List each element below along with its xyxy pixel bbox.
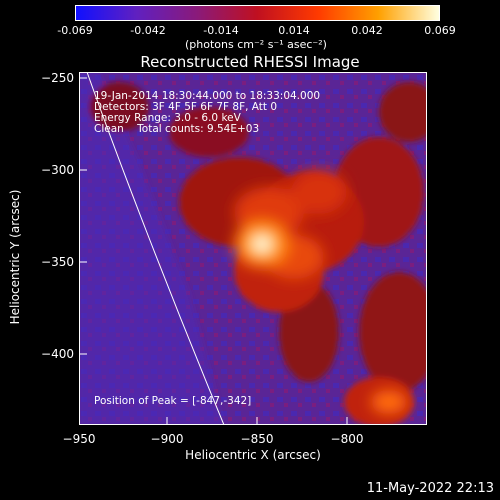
x-tick-label: −850: [240, 432, 274, 446]
y-tick-label: −300: [41, 163, 74, 177]
colorbar-tick: 0.014: [278, 24, 310, 37]
y-tick-label: −350: [41, 255, 74, 269]
axis-ticks: [79, 77, 348, 425]
colorbar-tick: 0.042: [351, 24, 383, 37]
plot-frame: [79, 72, 427, 425]
x-tick-label: −800: [330, 432, 364, 446]
footer-date: 11-May-2022 22:13: [366, 481, 494, 496]
colorbar: [75, 5, 440, 21]
colorbar-tick: -0.014: [203, 24, 239, 37]
y-tick-label: −250: [41, 71, 74, 85]
x-tick-label: −950: [62, 432, 96, 446]
info-clean: Clean Total counts: 9.54E+03: [94, 123, 260, 135]
x-tick-label: −900: [150, 432, 184, 446]
info-time-range: 19-Jan-2014 18:30:44.000 to 18:33:04.000: [94, 90, 321, 102]
y-tick-label: −400: [41, 347, 74, 361]
colorbar-tick: -0.069: [57, 24, 93, 37]
colorbar-tick: -0.042: [130, 24, 166, 37]
info-detectors: Detectors: 3F 4F 5F 6F 7F 8F, Att 0: [94, 101, 278, 113]
x-axis-label: Heliocentric X (arcsec): [185, 448, 321, 462]
info-energy-range: Energy Range: 3.0 - 6.0 keV: [94, 112, 241, 124]
colorbar-units: (photons cm⁻² s⁻¹ asec⁻²): [185, 38, 327, 51]
y-axis-label: Heliocentric Y (arcsec): [8, 189, 22, 325]
colorbar-tick: 0.069: [424, 24, 456, 37]
image-content: [79, 72, 427, 425]
plot-title: Reconstructed RHESSI Image: [140, 53, 360, 71]
peak-position: Position of Peak = [-847,-342]: [94, 395, 252, 407]
rhessi-image: [79, 72, 427, 425]
